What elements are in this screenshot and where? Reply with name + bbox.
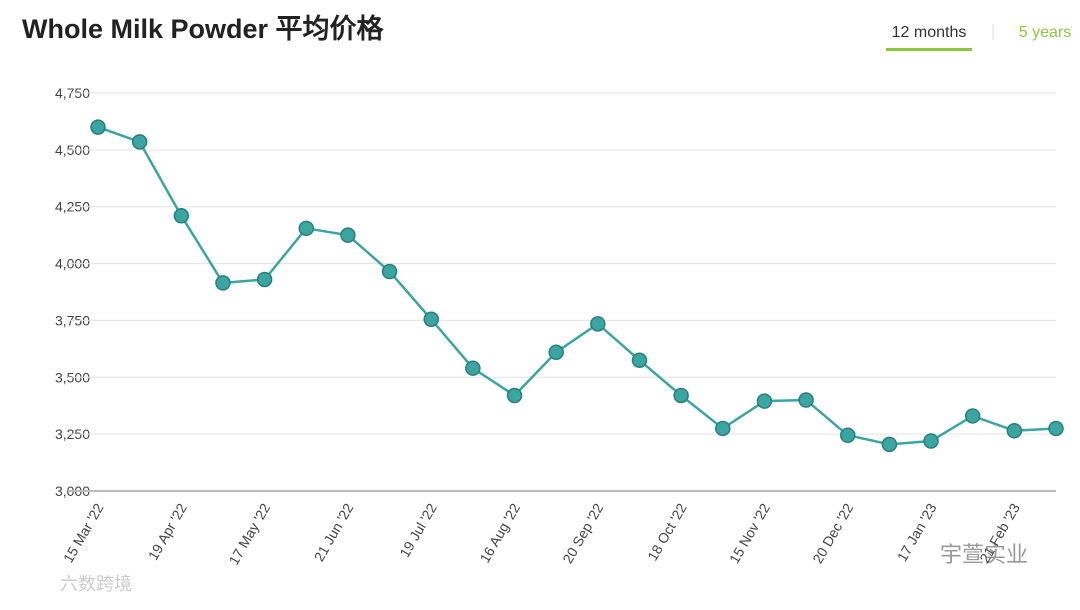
x-tick-label: 17 May '22 [225,500,273,567]
point [256,271,273,288]
x-tick-label: 16 Aug '22 [476,500,523,565]
point [881,436,898,453]
x-tick-label: 15 Mar '22 [60,500,107,565]
point [465,360,481,376]
point [590,316,606,332]
point [756,393,773,409]
tab-5-years[interactable]: 5 years [1019,24,1071,41]
line-series [97,125,1057,446]
x-tick-label: 20 Sep '22 [559,500,606,566]
tab-underline [886,48,972,51]
x-tick-label: 20 Dec '22 [809,500,856,566]
point [839,427,856,444]
point [715,420,731,437]
x-tick-label: 18 Oct '22 [644,500,690,563]
point [923,433,939,449]
point [215,275,231,291]
point [506,387,523,404]
point [173,208,190,224]
point [1006,422,1023,439]
point [90,119,106,135]
point [131,134,148,150]
x-tick-label: 21 Jun '22 [311,500,357,564]
x-tick-label: 19 Jul '22 [396,500,440,560]
watermark: 宇萱实业 [940,542,1028,567]
point [423,311,439,328]
chart-title: Whole Milk Powder 平均价格 [22,14,385,44]
x-tick-label: 19 Apr '22 [145,500,190,562]
point [1048,420,1064,437]
watermark: 六数跨境 [60,574,132,594]
point [631,352,648,368]
point [381,263,398,280]
point [298,220,315,237]
tab-12-months[interactable]: 12 months [892,24,967,41]
point [340,227,356,243]
point [548,344,564,361]
x-tick-label: 17 Jan '23 [894,500,940,564]
point [798,392,814,408]
point [673,387,689,404]
point [964,408,981,424]
x-tick-label: 15 Nov '22 [726,500,773,566]
